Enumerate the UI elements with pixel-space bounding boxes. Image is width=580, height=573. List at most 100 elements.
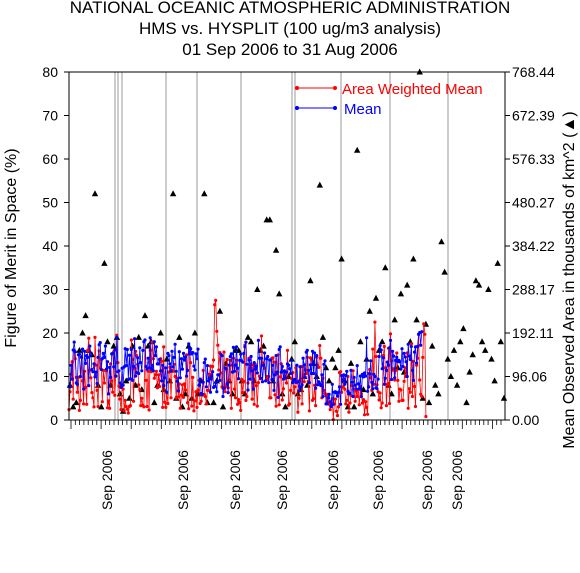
area-weighted-mean-point (119, 408, 123, 412)
area-weighted-mean-point (214, 298, 218, 302)
observed-area-marker (335, 346, 342, 353)
observed-area-marker (176, 333, 183, 340)
area-weighted-mean-point (314, 404, 318, 408)
right-y-axis: 0.00 96.06 192.11 288.17 384.22 480.27 576.33 6… (505, 64, 555, 428)
area-weighted-mean-point (154, 369, 158, 373)
observed-area-marker (366, 307, 373, 314)
area-weighted-mean-point (380, 401, 384, 405)
mean-point (346, 389, 350, 393)
mean-point (387, 346, 392, 350)
area-weighted-mean-point (212, 358, 216, 362)
observed-area-marker (438, 238, 445, 245)
mean-point (259, 356, 264, 360)
mean-point (165, 390, 169, 394)
area-weighted-mean-point (269, 396, 273, 400)
mean-point (341, 379, 345, 383)
mean-point (248, 377, 252, 381)
observed-area-marker (482, 346, 489, 353)
observed-area-marker (219, 403, 227, 410)
mean-point (173, 342, 177, 346)
area-weighted-mean-point (360, 401, 364, 405)
mean-point (336, 390, 341, 394)
observed-area-marker (254, 286, 261, 292)
left-y-tick-label-8: 80 (42, 64, 58, 80)
mean-point (83, 349, 87, 353)
observed-area-marker (288, 355, 295, 362)
observed-area-marker (485, 286, 492, 292)
area-weighted-mean-point (381, 354, 385, 358)
mean-point (231, 345, 235, 349)
observed-area-marker (191, 329, 199, 336)
legend-label-mean: Mean (344, 101, 382, 118)
area-weighted-mean-point (106, 399, 111, 403)
mean-point (305, 348, 309, 352)
area-weighted-mean-point (311, 397, 316, 401)
mean-point (280, 364, 284, 369)
observed-area-marker (432, 381, 439, 388)
area-weighted-mean-point (293, 385, 297, 389)
area-weighted-mean-point (178, 406, 182, 410)
mean-point (407, 354, 411, 358)
mean-point (143, 338, 147, 342)
mean-point (357, 387, 361, 391)
area-weighted-mean-point (203, 394, 207, 399)
area-weighted-mean-point (166, 401, 170, 406)
right-y-axis-label: Mean Observed Area in thousands of km^2 … (561, 111, 578, 448)
mean-point (365, 336, 369, 340)
area-weighted-mean-point (186, 401, 190, 405)
mean-point (296, 380, 300, 384)
mean-point (111, 351, 115, 355)
area-weighted-mean-point (222, 350, 226, 354)
observed-area-marker (201, 190, 208, 197)
area-weighted-mean-point (85, 402, 89, 406)
area-weighted-mean-point (339, 370, 343, 374)
mean-point (377, 354, 381, 359)
area-weighted-mean-point (281, 387, 285, 391)
mean-point (98, 341, 102, 345)
mean-point (161, 363, 165, 367)
mean-point (391, 349, 395, 353)
area-weighted-mean-point (407, 387, 411, 391)
area-weighted-mean-point (71, 397, 75, 401)
mean-point (187, 342, 191, 346)
mean-point (151, 369, 155, 373)
mean-point (252, 361, 256, 365)
area-weighted-mean-point (207, 372, 212, 376)
mean-point (405, 374, 409, 379)
mean-point (73, 350, 77, 354)
right-y-tick-label-5: 480.27 (512, 195, 555, 211)
mean-point (303, 375, 307, 379)
area-weighted-mean-point (397, 399, 401, 403)
left-y-tick-label-5: 50 (42, 195, 58, 211)
area-weighted-mean-point (86, 348, 90, 352)
mean-point (131, 364, 136, 369)
mean-point (193, 368, 197, 372)
mean-point (144, 364, 148, 369)
mean-point (140, 369, 144, 373)
mean-point (287, 363, 291, 367)
observed-area-marker (70, 403, 77, 410)
mean-point (251, 387, 255, 391)
mean-point (229, 352, 233, 356)
mean-point (127, 353, 131, 357)
mean-point (241, 360, 245, 364)
mean-point (415, 361, 419, 365)
mean-point (283, 376, 287, 380)
mean-point (114, 374, 118, 378)
mean-point (408, 357, 412, 362)
legend-label-area-weighted-mean: Area Weighted Mean (342, 81, 483, 98)
mean-point (364, 374, 368, 378)
area-weighted-mean-point (196, 388, 200, 392)
observed-area-marker (354, 146, 361, 153)
mean-point (218, 378, 222, 382)
mean-point (164, 366, 168, 370)
mean-point (313, 351, 317, 355)
mean-point (108, 365, 112, 369)
mean-point (264, 379, 268, 383)
observed-area-marker (210, 399, 217, 406)
right-y-tick-label-6: 576.33 (512, 151, 555, 167)
area-weighted-mean-point (96, 404, 100, 409)
left-y-tick-label-0: 0 (50, 412, 58, 428)
mean-point (203, 357, 207, 361)
